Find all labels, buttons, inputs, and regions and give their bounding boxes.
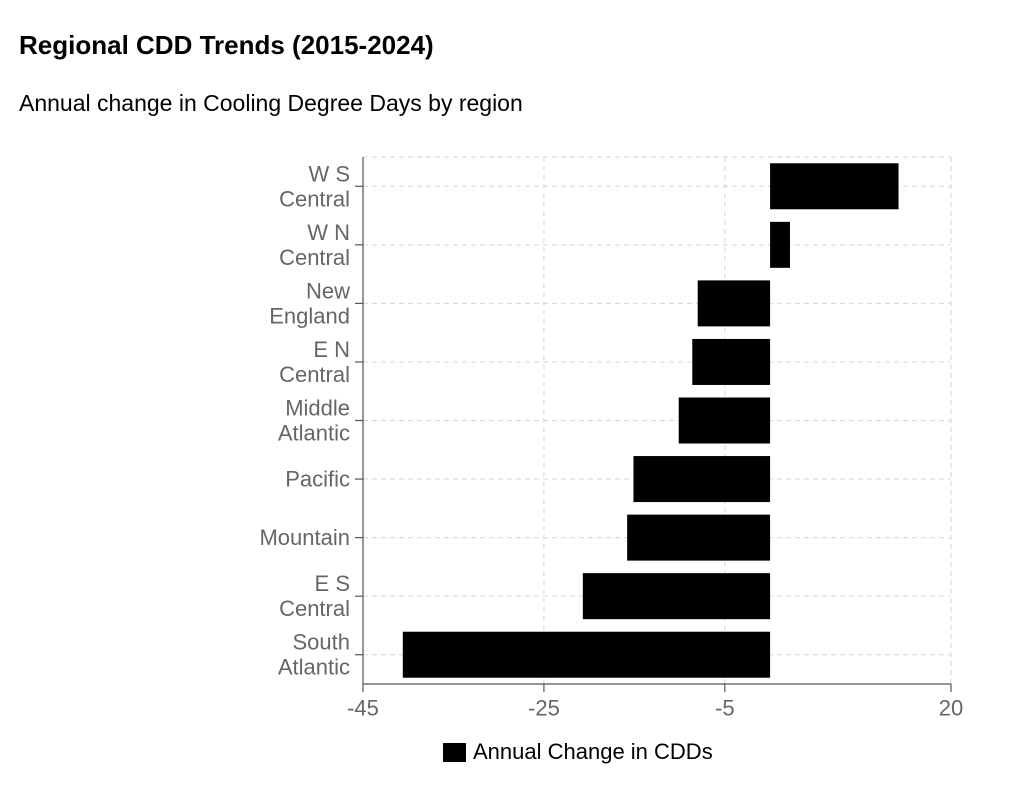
bar-7 xyxy=(582,573,771,620)
bar-0 xyxy=(770,163,899,210)
y-tick-label: Mountain xyxy=(259,525,350,550)
y-tick-label: Middle xyxy=(285,396,350,421)
chart-title: Regional CDD Trends (2015-2024) xyxy=(19,30,434,60)
y-tick-label: Central xyxy=(279,245,350,270)
y-tick-label: Central xyxy=(279,186,350,211)
y-tick-label: England xyxy=(269,303,350,328)
y-tick-label: Central xyxy=(279,362,350,387)
legend: Annual Change in CDDs xyxy=(443,739,713,765)
y-tick-label: E S xyxy=(315,571,350,596)
x-tick-label: -45 xyxy=(347,696,379,721)
bar-6 xyxy=(627,514,771,561)
y-tick-label: Pacific xyxy=(285,467,350,492)
y-tick-label: E N xyxy=(313,337,350,362)
chart-subtitle: Annual change in Cooling Degree Days by … xyxy=(19,90,523,116)
y-tick-label: W N xyxy=(307,220,350,245)
y-tick-label: W S xyxy=(308,161,350,186)
y-tick-label: South xyxy=(293,630,351,655)
bar-3 xyxy=(692,338,771,385)
y-tick-label: New xyxy=(306,278,350,303)
y-tick-label: Central xyxy=(279,596,350,621)
x-tick-label: 20 xyxy=(939,696,963,721)
x-tick-label: -5 xyxy=(715,696,735,721)
bar-4 xyxy=(678,397,771,444)
y-tick-label: Atlantic xyxy=(278,421,350,446)
bar-1 xyxy=(770,221,790,268)
y-tick-label: Atlantic xyxy=(278,655,350,680)
bar-5 xyxy=(633,456,771,503)
legend-label: Annual Change in CDDs xyxy=(473,739,713,764)
x-tick-label: -25 xyxy=(528,696,560,721)
bar-8 xyxy=(402,631,771,678)
legend-swatch xyxy=(443,742,466,762)
bar-2 xyxy=(697,280,771,327)
